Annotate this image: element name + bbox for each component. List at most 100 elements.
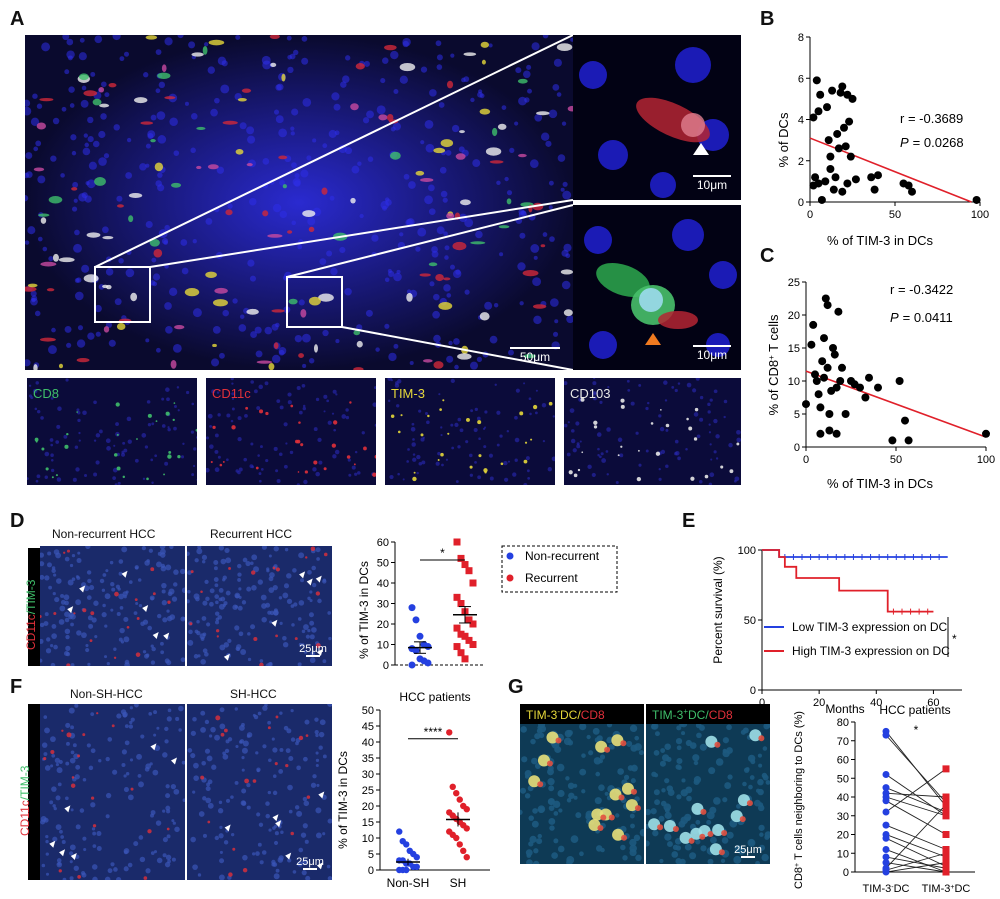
stained-cell: [153, 248, 163, 258]
cd11c-spot: [136, 617, 140, 620]
chart-f-category-label: SH: [450, 876, 467, 890]
nucleus: [493, 303, 499, 308]
nucleus: [411, 422, 415, 426]
nucleus: [165, 387, 170, 392]
nucleus: [50, 453, 54, 457]
stain-spot: [466, 417, 470, 422]
cd11c-spot: [58, 869, 62, 873]
chart-b-xtick-label: 0: [807, 209, 813, 221]
nucleus: [65, 645, 71, 652]
nucleus: [303, 624, 309, 630]
chart-f-ytick-label: 45: [362, 721, 374, 733]
stain-spot: [620, 398, 625, 403]
stain-spot: [165, 411, 170, 416]
cd11c-spot: [114, 591, 119, 597]
chart-d-point: [469, 620, 477, 628]
chart-g-point-neg: [882, 846, 890, 853]
nucleus: [232, 298, 238, 304]
nucleus: [152, 273, 161, 281]
stained-cell: [130, 292, 138, 302]
nucleus: [207, 802, 214, 809]
g-image-tim3pos: TIM-3+DC/CD8 25μm: [646, 704, 770, 864]
nucleus: [27, 226, 36, 235]
nucleus: [109, 560, 114, 565]
nucleus: [323, 394, 328, 399]
stain-spot: [298, 421, 301, 424]
nucleus: [148, 712, 153, 716]
nucleus: [247, 135, 256, 144]
nucleus: [315, 471, 320, 477]
stained-cell: [479, 312, 490, 321]
cd8-cell: [634, 805, 641, 812]
nucleus: [125, 590, 129, 594]
nucleus: [25, 240, 30, 245]
nucleus: [568, 792, 575, 800]
nucleus: [60, 599, 66, 605]
nucleus: [527, 477, 531, 480]
chart-b-ytick-label: 6: [798, 73, 804, 85]
chart-e-ytick-label: 0: [750, 685, 756, 697]
chart-d-point: [457, 649, 465, 657]
nucleus: [479, 93, 485, 99]
nucleus: [84, 142, 90, 148]
nucleus: [291, 220, 297, 226]
nucleus: [105, 814, 110, 819]
stain-spot: [155, 420, 158, 423]
nucleus: [238, 595, 242, 599]
nucleus: [393, 272, 402, 282]
panel-label-e: E: [682, 510, 696, 532]
nucleus: [40, 658, 43, 663]
nucleus: [204, 719, 210, 725]
nucleus: [112, 769, 118, 775]
nucleus: [123, 774, 127, 778]
nucleus: [268, 554, 272, 558]
nucleus: [591, 472, 596, 478]
nucleus: [412, 457, 417, 462]
nucleus: [564, 423, 568, 428]
arrowhead-marker: [316, 649, 323, 657]
panel-label-g: G: [508, 676, 524, 698]
nucleus: [684, 843, 692, 851]
nucleus: [424, 119, 434, 129]
stain-spot: [617, 454, 620, 457]
nucleus: [81, 85, 87, 91]
chart-g-point-pos: [942, 859, 950, 867]
stained-cell: [256, 360, 273, 364]
nucleus: [116, 195, 123, 202]
nucleus: [312, 138, 317, 143]
chart-c-point: [829, 344, 837, 352]
nucleus: [166, 609, 170, 613]
nucleus: [70, 663, 75, 666]
nucleus: [238, 631, 244, 637]
nucleus: [283, 422, 288, 427]
nucleus: [76, 576, 81, 580]
nucleus: [387, 378, 392, 381]
nucleus: [311, 582, 317, 588]
nucleus: [152, 769, 159, 776]
arrowhead-marker: [79, 585, 86, 593]
nucleus: [615, 813, 620, 818]
nucleus: [276, 83, 284, 91]
nucleus: [44, 451, 50, 457]
nucleus: [167, 859, 171, 864]
nucleus: [600, 452, 604, 456]
nucleus: [48, 345, 57, 355]
nucleus: [52, 804, 56, 808]
nucleus: [66, 342, 72, 348]
chart-f-point: [449, 783, 456, 790]
chart-d-point: [465, 567, 473, 575]
channel-tim3-svg: [385, 378, 555, 485]
chart-b-point: [851, 175, 860, 184]
chart-c-point: [832, 429, 841, 438]
cd11c-spot: [66, 663, 71, 666]
nucleus: [630, 823, 635, 829]
nucleus: [261, 603, 267, 609]
chart-d-ytick-label: 40: [377, 578, 389, 590]
stain-spot: [420, 433, 424, 437]
nucleus: [234, 780, 239, 785]
nucleus: [538, 806, 545, 813]
chart-g-ytick-label: 70: [837, 736, 849, 748]
nucleus: [225, 557, 232, 564]
nucleus: [75, 599, 82, 606]
d-image-recurrent: 25μm: [187, 546, 332, 666]
